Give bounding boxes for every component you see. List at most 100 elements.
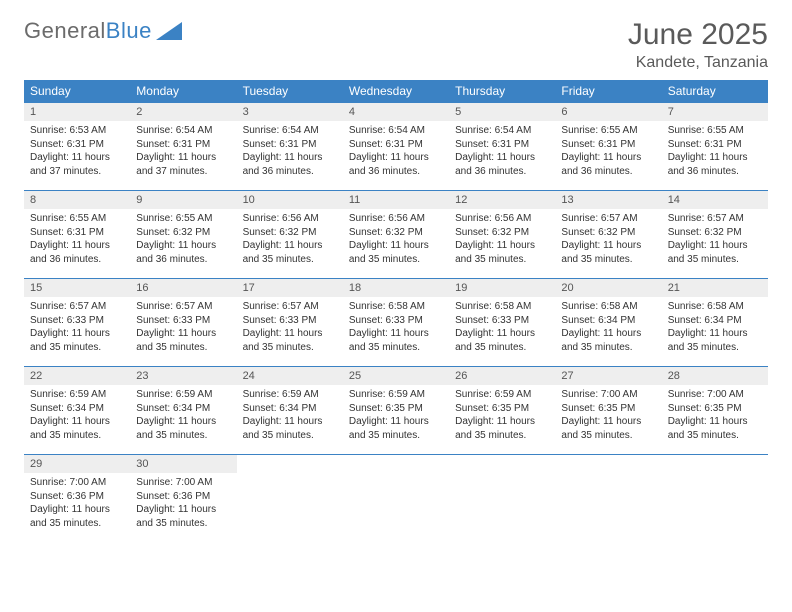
day-details: Sunrise: 7:00 AMSunset: 6:36 PMDaylight:… xyxy=(24,473,130,536)
day-number: 21 xyxy=(662,279,768,297)
day-cell: 19Sunrise: 6:58 AMSunset: 6:33 PMDayligh… xyxy=(449,279,555,367)
day-cell: 2Sunrise: 6:54 AMSunset: 6:31 PMDaylight… xyxy=(130,103,236,191)
day-details: Sunrise: 6:59 AMSunset: 6:35 PMDaylight:… xyxy=(343,385,449,448)
day-cell: 17Sunrise: 6:57 AMSunset: 6:33 PMDayligh… xyxy=(237,279,343,367)
day-details: Sunrise: 6:55 AMSunset: 6:31 PMDaylight:… xyxy=(662,121,768,184)
day-cell: 24Sunrise: 6:59 AMSunset: 6:34 PMDayligh… xyxy=(237,367,343,455)
day-details: Sunrise: 6:54 AMSunset: 6:31 PMDaylight:… xyxy=(130,121,236,184)
day-number: 19 xyxy=(449,279,555,297)
day-details: Sunrise: 6:55 AMSunset: 6:31 PMDaylight:… xyxy=(24,209,130,272)
day-cell: 9Sunrise: 6:55 AMSunset: 6:32 PMDaylight… xyxy=(130,191,236,279)
day-number: 7 xyxy=(662,103,768,121)
day-number: 28 xyxy=(662,367,768,385)
day-details: Sunrise: 6:59 AMSunset: 6:34 PMDaylight:… xyxy=(130,385,236,448)
col-thursday: Thursday xyxy=(449,80,555,103)
day-cell: 11Sunrise: 6:56 AMSunset: 6:32 PMDayligh… xyxy=(343,191,449,279)
col-sunday: Sunday xyxy=(24,80,130,103)
logo-triangle-icon xyxy=(156,22,182,40)
week-row: 8Sunrise: 6:55 AMSunset: 6:31 PMDaylight… xyxy=(24,191,768,279)
day-cell: 30Sunrise: 7:00 AMSunset: 6:36 PMDayligh… xyxy=(130,455,236,543)
day-details: Sunrise: 6:57 AMSunset: 6:32 PMDaylight:… xyxy=(662,209,768,272)
day-cell: 13Sunrise: 6:57 AMSunset: 6:32 PMDayligh… xyxy=(555,191,661,279)
day-number: 23 xyxy=(130,367,236,385)
day-cell: 10Sunrise: 6:56 AMSunset: 6:32 PMDayligh… xyxy=(237,191,343,279)
day-cell: 16Sunrise: 6:57 AMSunset: 6:33 PMDayligh… xyxy=(130,279,236,367)
day-number: 15 xyxy=(24,279,130,297)
day-number: 3 xyxy=(237,103,343,121)
day-details: Sunrise: 7:00 AMSunset: 6:36 PMDaylight:… xyxy=(130,473,236,536)
day-cell: 20Sunrise: 6:58 AMSunset: 6:34 PMDayligh… xyxy=(555,279,661,367)
day-details: Sunrise: 6:59 AMSunset: 6:34 PMDaylight:… xyxy=(237,385,343,448)
day-cell: .. xyxy=(449,455,555,543)
day-details: Sunrise: 6:56 AMSunset: 6:32 PMDaylight:… xyxy=(237,209,343,272)
day-number: 6 xyxy=(555,103,661,121)
day-cell: 4Sunrise: 6:54 AMSunset: 6:31 PMDaylight… xyxy=(343,103,449,191)
day-cell: .. xyxy=(555,455,661,543)
day-details: Sunrise: 6:55 AMSunset: 6:32 PMDaylight:… xyxy=(130,209,236,272)
day-number: 10 xyxy=(237,191,343,209)
day-details: Sunrise: 6:55 AMSunset: 6:31 PMDaylight:… xyxy=(555,121,661,184)
day-number: 12 xyxy=(449,191,555,209)
day-number: 20 xyxy=(555,279,661,297)
day-cell: 29Sunrise: 7:00 AMSunset: 6:36 PMDayligh… xyxy=(24,455,130,543)
day-details: Sunrise: 7:00 AMSunset: 6:35 PMDaylight:… xyxy=(662,385,768,448)
day-number: 16 xyxy=(130,279,236,297)
day-cell: 18Sunrise: 6:58 AMSunset: 6:33 PMDayligh… xyxy=(343,279,449,367)
day-cell: 14Sunrise: 6:57 AMSunset: 6:32 PMDayligh… xyxy=(662,191,768,279)
col-tuesday: Tuesday xyxy=(237,80,343,103)
week-row: 29Sunrise: 7:00 AMSunset: 6:36 PMDayligh… xyxy=(24,455,768,543)
day-cell: 7Sunrise: 6:55 AMSunset: 6:31 PMDaylight… xyxy=(662,103,768,191)
day-details: Sunrise: 6:54 AMSunset: 6:31 PMDaylight:… xyxy=(237,121,343,184)
location: Kandete, Tanzania xyxy=(628,54,768,72)
day-number: 29 xyxy=(24,455,130,473)
day-number: 2 xyxy=(130,103,236,121)
day-number: 9 xyxy=(130,191,236,209)
day-details: Sunrise: 6:58 AMSunset: 6:33 PMDaylight:… xyxy=(449,297,555,360)
day-cell: .. xyxy=(237,455,343,543)
day-cell: 27Sunrise: 7:00 AMSunset: 6:35 PMDayligh… xyxy=(555,367,661,455)
day-number: 24 xyxy=(237,367,343,385)
calendar-body: 1Sunrise: 6:53 AMSunset: 6:31 PMDaylight… xyxy=(24,103,768,543)
col-saturday: Saturday xyxy=(662,80,768,103)
day-cell: 22Sunrise: 6:59 AMSunset: 6:34 PMDayligh… xyxy=(24,367,130,455)
day-cell: 8Sunrise: 6:55 AMSunset: 6:31 PMDaylight… xyxy=(24,191,130,279)
week-row: 22Sunrise: 6:59 AMSunset: 6:34 PMDayligh… xyxy=(24,367,768,455)
day-cell: .. xyxy=(343,455,449,543)
day-details: Sunrise: 6:56 AMSunset: 6:32 PMDaylight:… xyxy=(449,209,555,272)
col-friday: Friday xyxy=(555,80,661,103)
day-cell: 5Sunrise: 6:54 AMSunset: 6:31 PMDaylight… xyxy=(449,103,555,191)
day-details: Sunrise: 6:57 AMSunset: 6:33 PMDaylight:… xyxy=(237,297,343,360)
logo-text-1: General xyxy=(24,18,106,44)
day-cell: 25Sunrise: 6:59 AMSunset: 6:35 PMDayligh… xyxy=(343,367,449,455)
day-details: Sunrise: 6:58 AMSunset: 6:34 PMDaylight:… xyxy=(555,297,661,360)
day-cell: 12Sunrise: 6:56 AMSunset: 6:32 PMDayligh… xyxy=(449,191,555,279)
col-wednesday: Wednesday xyxy=(343,80,449,103)
day-details: Sunrise: 6:57 AMSunset: 6:33 PMDaylight:… xyxy=(130,297,236,360)
header-row: Sunday Monday Tuesday Wednesday Thursday… xyxy=(24,80,768,103)
day-number: 25 xyxy=(343,367,449,385)
week-row: 1Sunrise: 6:53 AMSunset: 6:31 PMDaylight… xyxy=(24,103,768,191)
day-details: Sunrise: 6:54 AMSunset: 6:31 PMDaylight:… xyxy=(449,121,555,184)
day-cell: 26Sunrise: 6:59 AMSunset: 6:35 PMDayligh… xyxy=(449,367,555,455)
day-cell: 3Sunrise: 6:54 AMSunset: 6:31 PMDaylight… xyxy=(237,103,343,191)
day-number: 17 xyxy=(237,279,343,297)
day-details: Sunrise: 6:58 AMSunset: 6:34 PMDaylight:… xyxy=(662,297,768,360)
day-cell: 23Sunrise: 6:59 AMSunset: 6:34 PMDayligh… xyxy=(130,367,236,455)
month-title: June 2025 xyxy=(628,18,768,52)
week-row: 15Sunrise: 6:57 AMSunset: 6:33 PMDayligh… xyxy=(24,279,768,367)
day-cell: 6Sunrise: 6:55 AMSunset: 6:31 PMDaylight… xyxy=(555,103,661,191)
day-cell: 15Sunrise: 6:57 AMSunset: 6:33 PMDayligh… xyxy=(24,279,130,367)
day-cell: 1Sunrise: 6:53 AMSunset: 6:31 PMDaylight… xyxy=(24,103,130,191)
day-number: 26 xyxy=(449,367,555,385)
logo-text-2: Blue xyxy=(106,18,152,44)
day-number: 13 xyxy=(555,191,661,209)
day-number: 5 xyxy=(449,103,555,121)
day-details: Sunrise: 6:54 AMSunset: 6:31 PMDaylight:… xyxy=(343,121,449,184)
day-number: 4 xyxy=(343,103,449,121)
day-number: 27 xyxy=(555,367,661,385)
day-details: Sunrise: 6:53 AMSunset: 6:31 PMDaylight:… xyxy=(24,121,130,184)
day-cell: 21Sunrise: 6:58 AMSunset: 6:34 PMDayligh… xyxy=(662,279,768,367)
day-number: 11 xyxy=(343,191,449,209)
day-cell: 28Sunrise: 7:00 AMSunset: 6:35 PMDayligh… xyxy=(662,367,768,455)
day-details: Sunrise: 6:58 AMSunset: 6:33 PMDaylight:… xyxy=(343,297,449,360)
